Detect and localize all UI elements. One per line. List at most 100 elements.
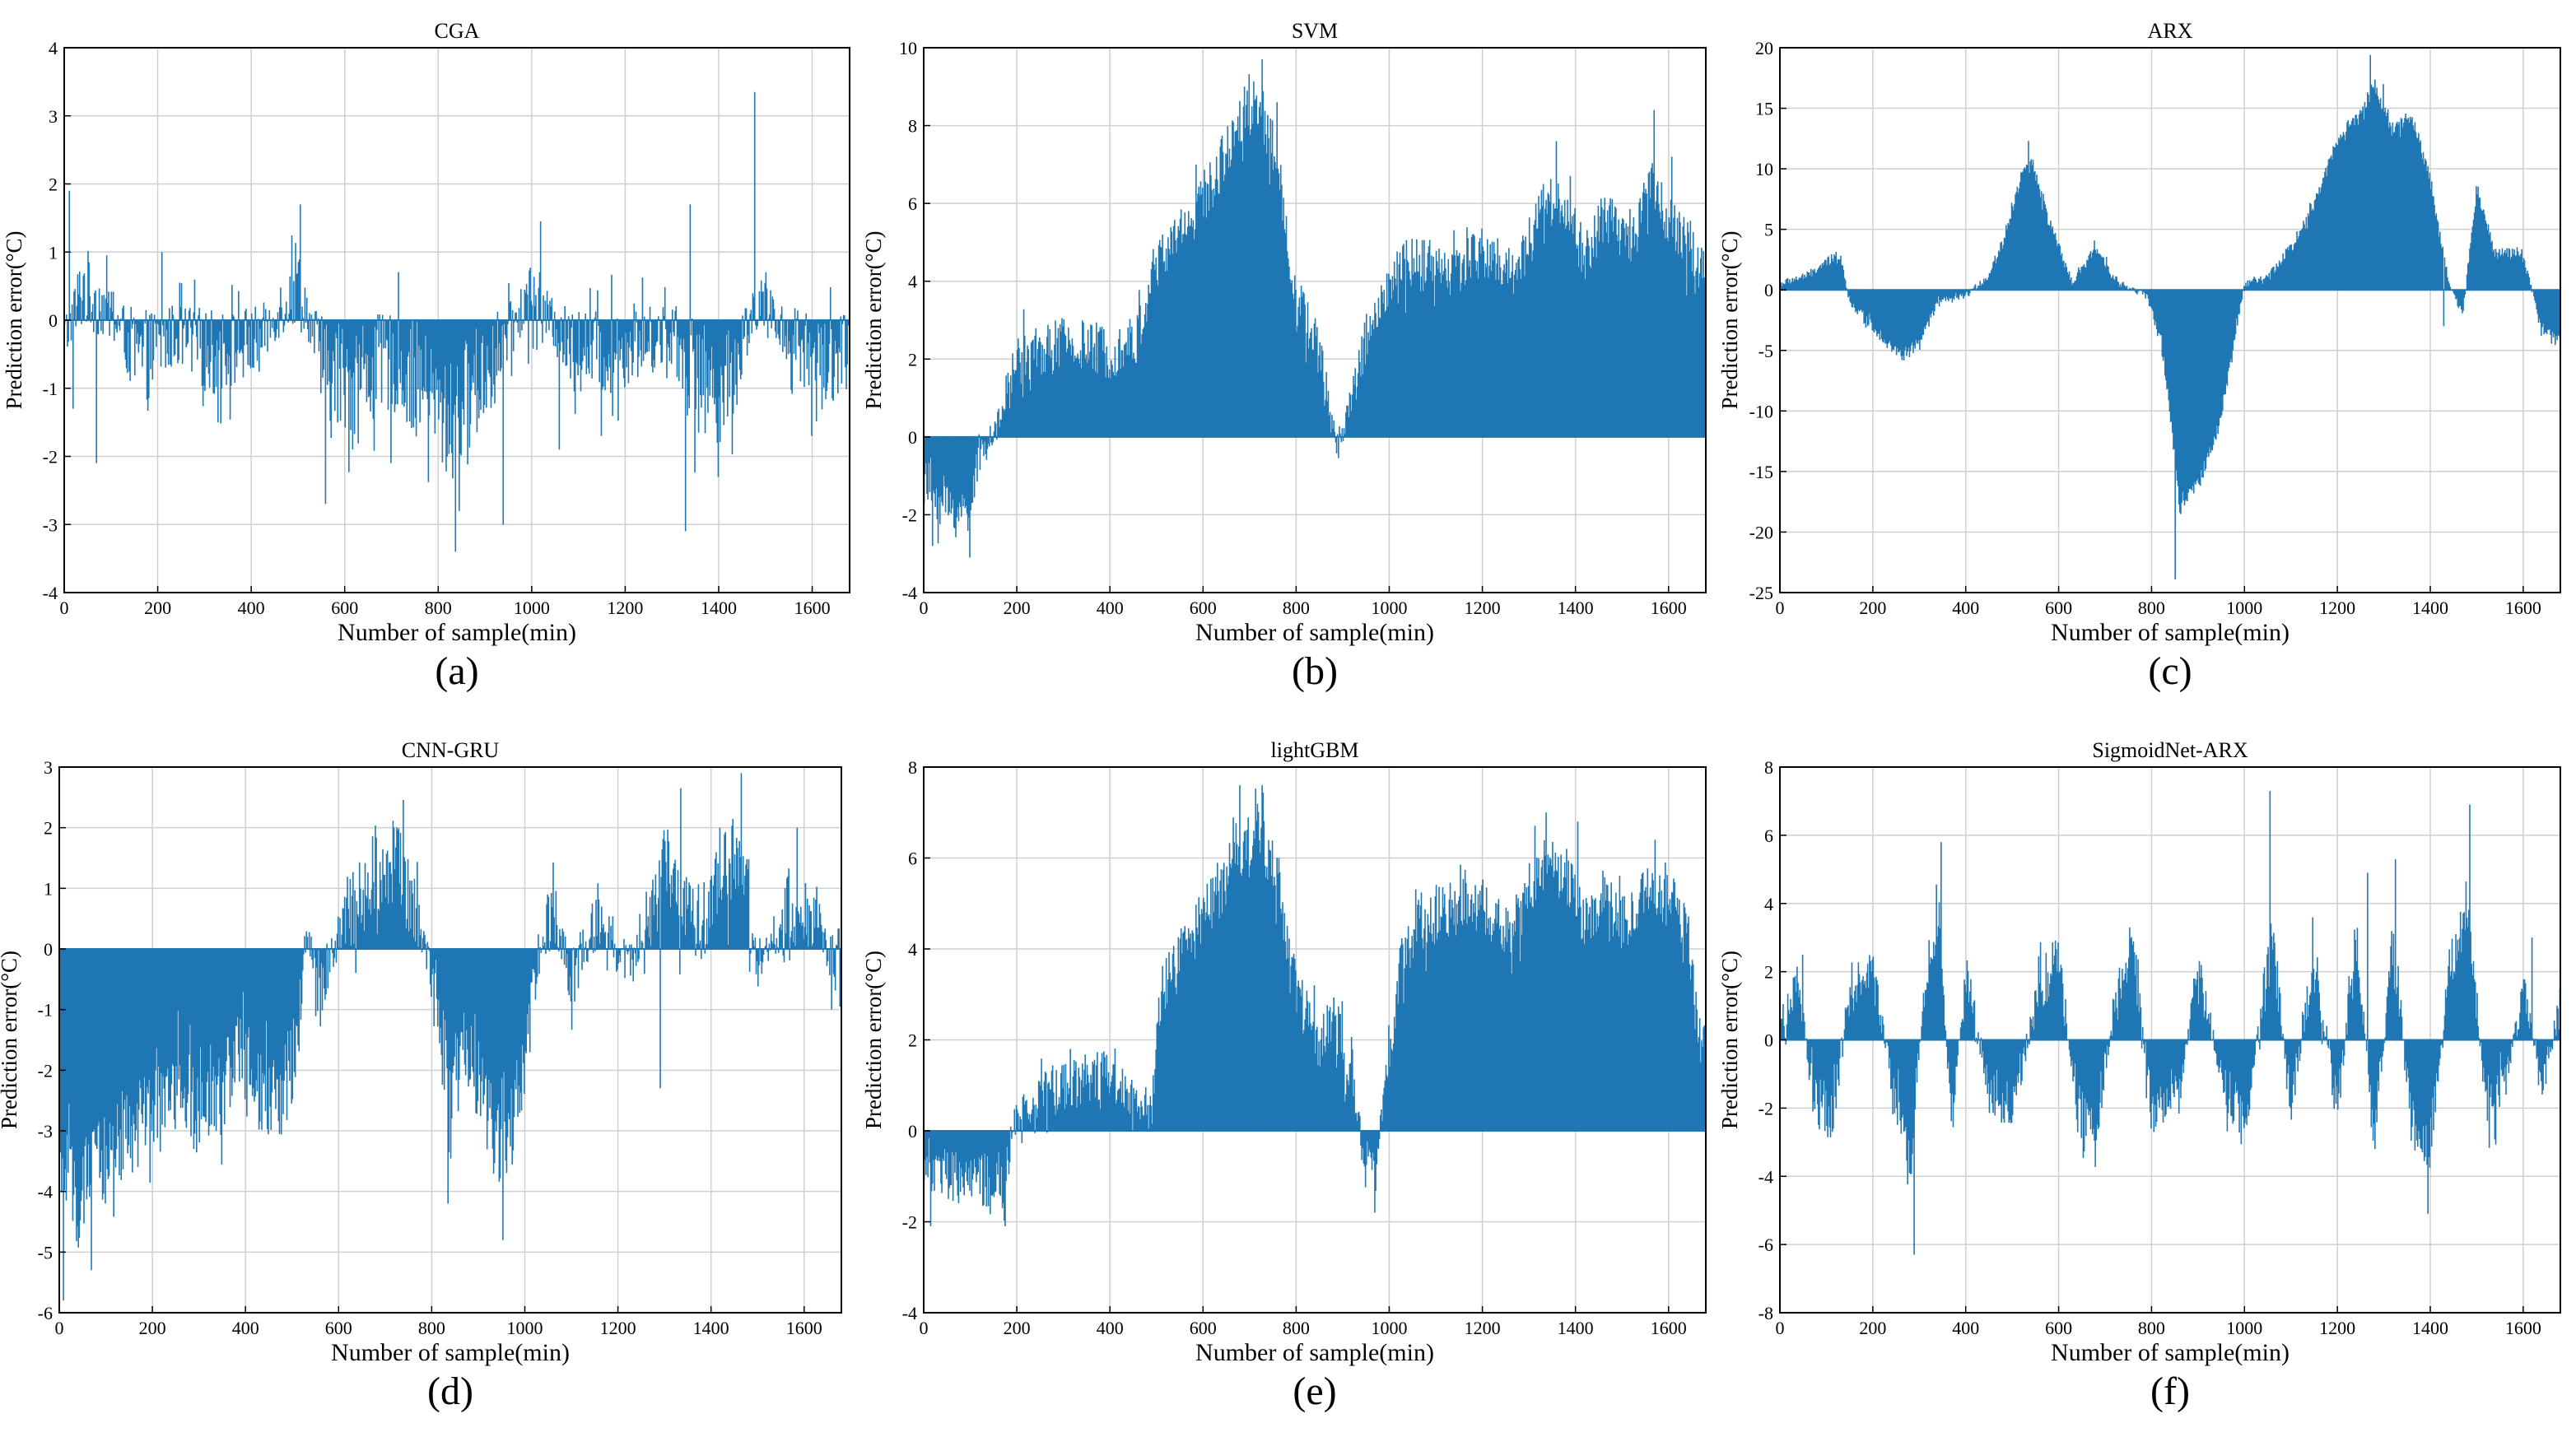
y-tick-label: 1 [44, 878, 53, 899]
x-tick-label: 0 [920, 1318, 929, 1338]
x-tick-label: 1000 [2226, 598, 2262, 618]
x-tick-label: 200 [1859, 598, 1886, 618]
x-tick-label: 400 [232, 1318, 259, 1338]
y-tick-label: -1 [38, 1000, 53, 1021]
y-tick-label: -1 [43, 379, 58, 399]
y-tick-label: 4 [908, 939, 917, 960]
x-tick-label: 600 [2045, 598, 2072, 618]
x-tick-label: 1400 [1558, 598, 1594, 618]
x-tick-label: 1000 [1371, 598, 1407, 618]
x-tick-label: 800 [425, 598, 452, 618]
y-tick-label: -2 [902, 505, 917, 525]
y-tick-label: 4 [908, 272, 917, 292]
y-tick-label: -5 [1758, 341, 1773, 361]
chart-panel: 0 200 400 600 800 1000 1200 1400 1600 -4 -3 -2 -1 0 1 2… [2, 19, 850, 693]
x-tick-label: 600 [1190, 598, 1217, 618]
y-tick-label: 2 [908, 1030, 917, 1051]
x-tick-label: 1400 [2412, 598, 2448, 618]
x-tick-label: 1200 [2319, 598, 2355, 618]
y-tick-label: 3 [44, 757, 53, 778]
y-tick-label: 0 [908, 427, 917, 448]
y-tick-label: -4 [38, 1182, 53, 1202]
y-tick-label: 20 [1755, 38, 1773, 58]
x-axis-label: Number of sample(min) [2051, 619, 2290, 646]
y-tick-label: 2 [49, 174, 58, 195]
x-tick-label: 0 [55, 1318, 64, 1338]
x-tick-label: 600 [1190, 1318, 1217, 1338]
chart-title: CGA [435, 19, 480, 43]
chart-panel: 0 200 400 600 800 1000 1200 1400 1600-8-6-4-2024… [1717, 738, 2561, 1413]
x-tick-label: 1000 [1371, 1318, 1407, 1338]
x-tick-label: 200 [1004, 598, 1031, 618]
chart-title: CNN-GRU [402, 738, 500, 762]
y-tick-label: -3 [38, 1121, 53, 1142]
panel-label: (e) [1293, 1370, 1336, 1413]
y-tick-label: -4 [902, 583, 917, 603]
y-axis-label: Prediction error(°C) [861, 951, 886, 1129]
error-series [63, 91, 850, 552]
error-series [1779, 791, 2561, 1255]
y-tick-label: -4 [902, 1303, 917, 1323]
y-tick-label: 0 [49, 310, 58, 331]
panel-label: (a) [435, 649, 478, 693]
y-tick-label: 2 [908, 349, 917, 370]
axes-frame [1779, 47, 2561, 593]
y-tick-label: 5 [1764, 220, 1773, 240]
x-tick-label: 800 [1283, 1318, 1310, 1338]
error-series [1779, 54, 2561, 579]
y-axis-label: Prediction error(°C) [0, 951, 21, 1129]
x-tick-label: 1400 [701, 598, 737, 618]
panel-label: (c) [2148, 649, 2192, 693]
y-tick-label: 0 [1764, 280, 1773, 300]
x-tick-label: 200 [144, 598, 171, 618]
y-tick-label: 4 [49, 38, 58, 58]
y-axis-label: Prediction error(°C) [2, 231, 26, 410]
y-tick-label: 10 [1755, 159, 1773, 179]
chart-title: ARX [2148, 19, 2193, 43]
error-series [923, 59, 1707, 558]
y-tick-label: -25 [1749, 583, 1773, 603]
x-tick-label: 1000 [514, 598, 550, 618]
chart-panel: 0 200 400 600 800 1000 1200 1400 1600 -6 -5 -4 -3 -2 -… [0, 738, 842, 1413]
axes-frame [58, 766, 842, 1314]
y-tick-label: 0 [44, 939, 53, 960]
y-tick-label: -2 [38, 1060, 53, 1081]
x-axis-label: Number of sample(min) [338, 619, 576, 646]
y-tick-label: 0 [908, 1121, 917, 1142]
x-tick-label: 1600 [794, 598, 831, 618]
chart-title: lightGBM [1271, 738, 1359, 762]
y-tick-label: 15 [1755, 99, 1773, 119]
x-axis-label: Number of sample(min) [331, 1339, 570, 1366]
y-tick-label: -2 [902, 1212, 917, 1233]
y-tick-label: -10 [1749, 401, 1773, 421]
y-tick-label: 6 [908, 849, 917, 869]
chart-panel: 0 200 400 600 800 1000 1200 1400 1600-25-20-15-1… [1717, 19, 2561, 693]
x-tick-label: 1400 [1558, 1318, 1594, 1338]
y-tick-label: 2 [44, 818, 53, 839]
x-tick-label: 1200 [607, 598, 643, 618]
x-tick-label: 600 [325, 1318, 352, 1338]
x-tick-label: 0 [1776, 598, 1785, 618]
chart-panel: 0 200 400 600 800 1000 1200 1400 1600 -4 -2 0 2 4 6 8 li… [861, 738, 1707, 1413]
x-tick-label: 400 [1097, 1318, 1124, 1338]
x-tick-label: 1600 [2505, 598, 2541, 618]
x-axis-label: Number of sample(min) [1195, 1339, 1434, 1366]
error-series [58, 773, 842, 1301]
panel-label: (b) [1292, 649, 1338, 693]
x-tick-label: 200 [1004, 1318, 1031, 1338]
x-tick-label: 0 [920, 598, 929, 618]
x-tick-label: 1200 [1465, 598, 1501, 618]
y-tick-label: -3 [43, 514, 58, 535]
x-tick-label: 1600 [786, 1318, 822, 1338]
x-tick-label: 400 [238, 598, 265, 618]
x-tick-label: 800 [418, 1318, 445, 1338]
y-tick-label: 6 [908, 193, 917, 214]
y-axis-label: Prediction error(°C) [1717, 231, 1742, 410]
panel-label: (d) [427, 1370, 473, 1413]
x-axis-label: Number of sample(min) [1195, 619, 1434, 646]
y-tick-label: -20 [1749, 522, 1773, 542]
y-tick-label: 8 [908, 116, 917, 137]
x-tick-label: 600 [331, 598, 358, 618]
y-tick-label: 8 [908, 757, 917, 778]
